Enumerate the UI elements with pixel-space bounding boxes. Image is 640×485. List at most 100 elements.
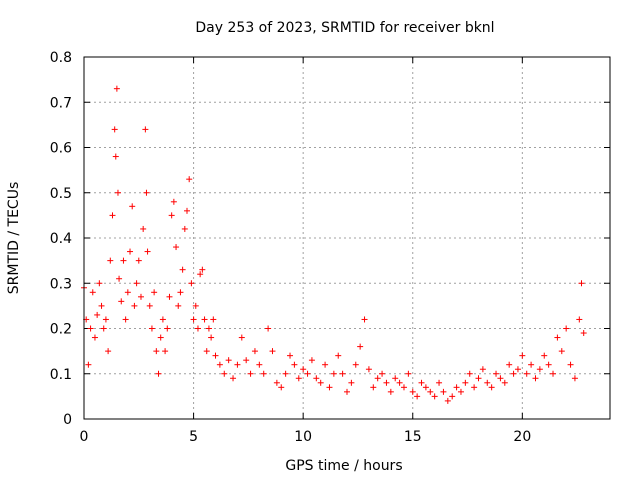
data-point (326, 384, 333, 391)
data-point (563, 325, 570, 332)
y-tick-label: 0.7 (50, 95, 72, 111)
data-point (120, 257, 127, 264)
data-point (523, 370, 530, 377)
data-point (427, 388, 434, 395)
y-tick-label: 0.1 (50, 367, 72, 383)
data-point (287, 352, 294, 359)
data-point (112, 153, 119, 160)
data-point (576, 316, 583, 323)
data-point (199, 266, 206, 273)
data-point (216, 361, 223, 368)
axis-ticks: 0 0.1 0.2 0.3 0.4 0.5 0.6 0.7 0.8 0 5 10 15 20 (50, 50, 610, 445)
x-tick-label: 20 (513, 429, 531, 445)
x-tick-label: 5 (189, 429, 198, 445)
data-point (282, 370, 289, 377)
data-point (179, 266, 186, 273)
data-point (148, 325, 155, 332)
data-point (295, 375, 302, 382)
data-point (251, 348, 258, 355)
grid-lines (84, 57, 610, 419)
data-point (184, 207, 191, 214)
data-point (157, 334, 164, 341)
data-point (396, 379, 403, 386)
data-point (567, 361, 574, 368)
data-point (91, 334, 98, 341)
data-point (181, 225, 188, 232)
data-point (519, 352, 526, 359)
data-point (400, 384, 407, 391)
data-point (159, 316, 166, 323)
y-tick-label: 0.4 (50, 231, 72, 247)
data-point (208, 334, 215, 341)
data-point (449, 393, 456, 400)
data-point (528, 361, 535, 368)
data-point (135, 257, 142, 264)
data-point (100, 325, 107, 332)
data-point (510, 370, 517, 377)
data-point (532, 375, 539, 382)
data-point (186, 176, 193, 183)
data-point (330, 370, 337, 377)
y-tick-label: 0.8 (50, 50, 72, 66)
data-point (143, 189, 150, 196)
data-point (361, 316, 368, 323)
data-point (344, 388, 350, 395)
data-point (98, 302, 105, 309)
data-point (238, 334, 245, 341)
data-point (273, 379, 280, 386)
data-point (201, 316, 208, 323)
data-point (129, 203, 136, 210)
data-point (374, 375, 381, 382)
data-point (405, 370, 412, 377)
y-tick-label: 0.5 (50, 186, 72, 202)
data-point (153, 348, 160, 355)
y-tick-label: 0.2 (50, 322, 72, 338)
chart-title: Day 253 of 2023, SRMTID for receiver bkn… (195, 20, 494, 36)
data-point (124, 289, 131, 296)
data-point (190, 316, 197, 323)
data-point (479, 366, 486, 373)
data-point (194, 325, 201, 332)
data-point (317, 379, 324, 386)
data-point (370, 384, 377, 391)
y-tick-label: 0 (63, 412, 72, 428)
data-point (247, 370, 254, 377)
data-point (192, 302, 199, 309)
data-point (146, 302, 153, 309)
data-point (278, 384, 285, 391)
data-point (114, 189, 121, 196)
data-point (102, 316, 109, 323)
data-point (225, 357, 232, 364)
data-point (105, 348, 112, 355)
data-point (87, 325, 94, 332)
data-point (170, 198, 177, 205)
data-point (392, 375, 399, 382)
data-point (418, 379, 425, 386)
data-point (243, 357, 250, 364)
data-point (111, 126, 118, 133)
data-point (85, 361, 92, 368)
data-point (260, 370, 267, 377)
data-point (475, 375, 482, 382)
data-point (580, 330, 587, 337)
data-point (164, 325, 171, 332)
x-tick-label: 15 (404, 429, 422, 445)
data-point (142, 126, 149, 133)
data-point (300, 366, 307, 373)
data-point (466, 370, 473, 377)
data-point (357, 343, 364, 350)
data-point (554, 334, 561, 341)
data-point (107, 257, 114, 264)
data-point (322, 361, 329, 368)
data-point (571, 375, 578, 382)
x-axis-label: GPS time / hours (285, 458, 402, 474)
data-point (541, 352, 548, 359)
data-point (506, 361, 513, 368)
data-point (431, 393, 438, 400)
data-point (155, 370, 162, 377)
data-point (409, 388, 416, 395)
data-point (339, 370, 346, 377)
data-point (151, 289, 158, 296)
data-point (352, 361, 359, 368)
